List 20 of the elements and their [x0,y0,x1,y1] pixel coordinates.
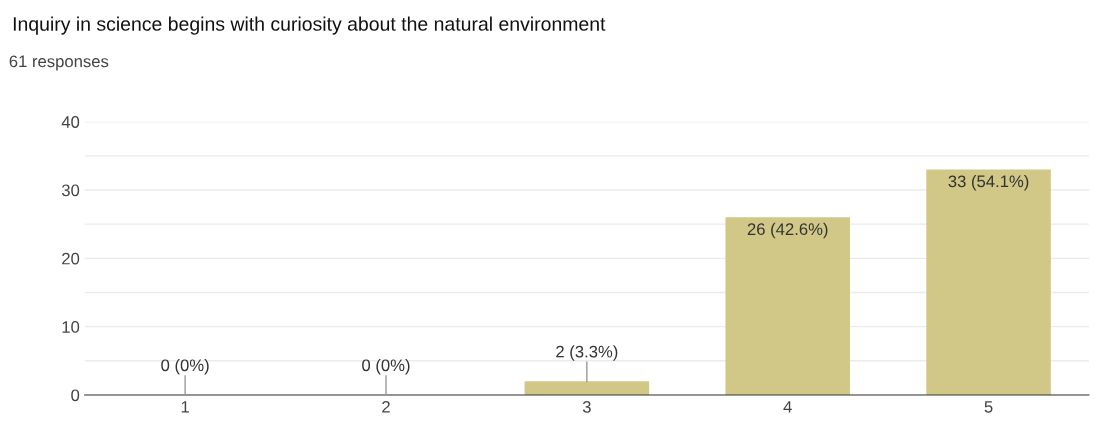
y-tick-label: 30 [61,184,80,197]
bar [926,169,1051,395]
data-label: 26 (42.6%) [747,222,828,239]
chart-subtitle: 61 responses [9,55,109,71]
x-tick-label: 4 [783,401,792,413]
chart-title: Inquiry in science begins with curiosity about the natural environment [13,16,606,35]
x-tick-label: 5 [984,401,993,413]
y-tick-label: 10 [62,321,80,333]
y-tick-label: 0 [71,389,80,402]
bar [524,381,650,395]
x-tick-label: 1 [181,401,189,413]
x-tick-label: 2 [382,400,390,413]
data-label: 33 (54.1%) [948,174,1029,191]
data-label: 0 (0%) [161,358,209,375]
y-tick-label: 20 [62,252,80,265]
y-tick-label: 40 [61,116,80,128]
data-label: 0 (0%) [362,358,410,375]
data-label: 2 (3.3%) [556,345,618,361]
bar [725,217,850,395]
x-tick-label: 3 [582,400,591,413]
